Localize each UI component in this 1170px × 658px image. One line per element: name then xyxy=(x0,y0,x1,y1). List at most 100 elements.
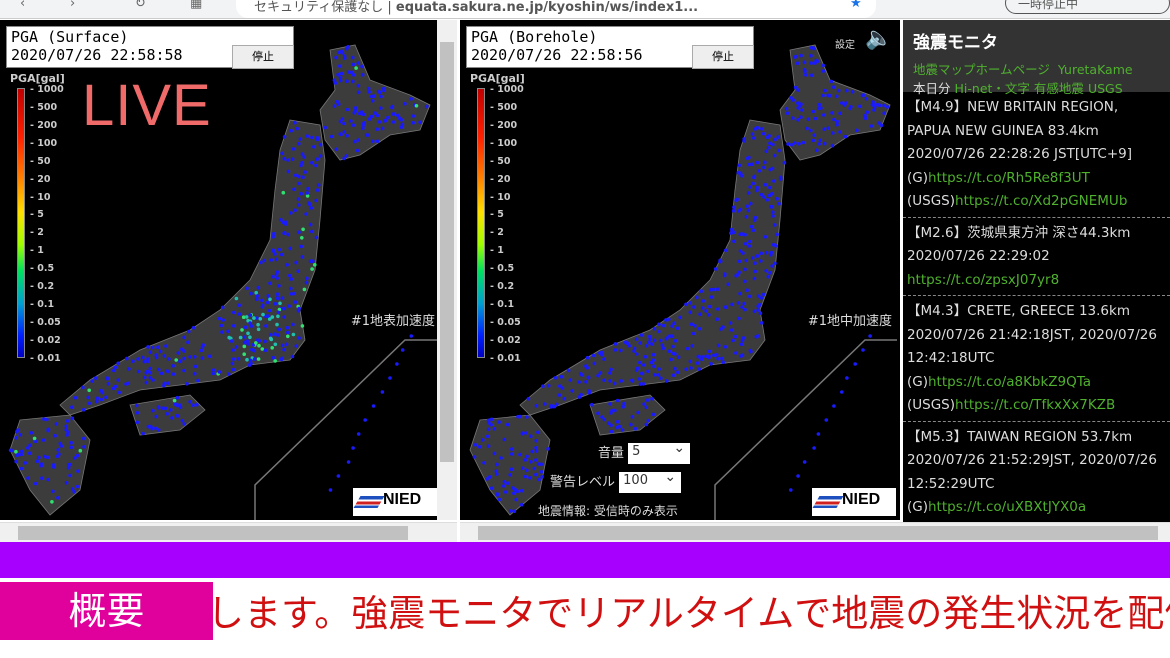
apps-icon[interactable]: ▦ xyxy=(190,0,203,11)
station-dot xyxy=(737,163,742,168)
legend-tick: - 0.02 xyxy=(30,334,61,346)
station-dot xyxy=(635,352,639,356)
station-dot xyxy=(791,98,795,102)
event-time: 2020/07/26 21:52:29JST, 2020/07/26 xyxy=(907,452,1157,468)
station-dot xyxy=(584,364,588,368)
station-dot xyxy=(757,169,761,173)
station-dot xyxy=(749,349,753,354)
station-dot xyxy=(273,301,278,306)
hinet-link[interactable]: Hi-net・文字 xyxy=(954,81,1030,96)
event-link[interactable]: https://t.co/uXBXtJYX0a xyxy=(928,499,1087,515)
station-dot xyxy=(391,120,396,124)
vertical-scrollbar[interactable] xyxy=(437,20,457,520)
station-dot xyxy=(772,153,777,158)
color-scale xyxy=(17,88,25,358)
station-dot xyxy=(270,346,275,350)
station-dot xyxy=(230,361,235,366)
event-link[interactable]: https://t.co/Rh5Re8f3UT xyxy=(928,169,1090,186)
surface-stop-button[interactable]: 停止 xyxy=(232,45,294,69)
station-dot xyxy=(746,191,751,195)
station-dot xyxy=(536,430,540,435)
scroll-thumb[interactable] xyxy=(478,526,1158,540)
horizontal-scrollbar-right[interactable] xyxy=(460,522,1170,542)
station-dot xyxy=(271,355,276,360)
station-dot xyxy=(261,303,265,308)
station-dot xyxy=(629,422,633,427)
station-dot xyxy=(175,403,180,408)
station-dot xyxy=(305,194,310,198)
event-link[interactable]: https://t.co/zpsxJ07yr8 xyxy=(907,271,1060,288)
station-dot xyxy=(697,367,701,371)
station-dot xyxy=(590,402,594,407)
event-usgs-link[interactable]: https://t.co/Xd2pGNEMUb xyxy=(955,193,1128,209)
scroll-thumb[interactable] xyxy=(18,526,408,540)
island-station-dot xyxy=(336,474,341,478)
felt-quakes-link[interactable]: 有感地震 xyxy=(1033,81,1084,96)
station-dot xyxy=(75,453,80,458)
speaker-icon[interactable]: 🔈 xyxy=(865,26,893,51)
volume-select[interactable]: 5 xyxy=(628,440,691,464)
usgs-link[interactable]: USGS xyxy=(1087,81,1123,96)
yuretakame-link[interactable]: YuretaKame xyxy=(1057,62,1133,77)
station-dot xyxy=(789,96,793,100)
station-dot xyxy=(748,185,752,189)
profile-button[interactable]: 一時停止中 xyxy=(1005,0,1170,14)
borehole-title: PGA (Borehole) xyxy=(471,28,598,46)
station-dot xyxy=(806,117,811,121)
surface-time: 2020/07/26 22:58:58 xyxy=(11,46,183,64)
station-dot xyxy=(497,420,501,424)
station-dot xyxy=(731,338,735,343)
legend-tick: - 0.05 xyxy=(490,316,521,328)
forward-icon[interactable]: › xyxy=(70,0,76,11)
station-dot xyxy=(553,376,558,380)
station-dot xyxy=(562,396,567,401)
back-icon[interactable]: ‹ xyxy=(20,0,26,11)
station-dot xyxy=(249,361,253,366)
event-usgs-link[interactable]: https://t.co/TfkxXx7KZB xyxy=(955,397,1116,413)
bookmark-star-icon[interactable]: ★ xyxy=(850,0,862,11)
station-dot xyxy=(282,156,287,161)
settings-link[interactable]: 設定 xyxy=(835,40,855,51)
legend-tick: - 200 xyxy=(490,119,518,131)
reload-icon[interactable]: ↻ xyxy=(135,0,146,11)
horizontal-scrollbar-left[interactable] xyxy=(0,522,457,542)
station-dot xyxy=(716,356,720,361)
station-dot xyxy=(758,311,763,316)
event-link[interactable]: https://t.co/a8KbkZ9QTa xyxy=(928,373,1092,390)
legend-tick: - 10 xyxy=(30,191,51,203)
station-dot xyxy=(715,317,719,322)
station-dot xyxy=(652,364,656,369)
station-dot xyxy=(297,181,301,186)
station-dot xyxy=(750,256,755,260)
station-dot xyxy=(672,321,676,326)
legend-tick: - 50 xyxy=(490,155,511,167)
station-dot xyxy=(40,476,44,481)
station-dot xyxy=(289,277,294,281)
borehole-stop-button[interactable]: 停止 xyxy=(692,45,754,69)
station-dot xyxy=(313,263,317,267)
station-dot xyxy=(314,235,319,240)
station-dot xyxy=(801,140,806,145)
station-dot xyxy=(740,305,744,309)
scroll-thumb[interactable] xyxy=(440,42,454,462)
station-dot xyxy=(178,405,183,410)
station-dot xyxy=(834,94,839,99)
station-dot xyxy=(191,403,195,408)
station-dot xyxy=(786,142,790,146)
station-dot xyxy=(66,430,70,435)
station-dot xyxy=(182,356,186,361)
station-dot xyxy=(293,208,297,212)
legend-tick: - 20 xyxy=(490,173,511,185)
station-dot xyxy=(568,378,573,382)
address-bar[interactable]: セキュリティ保護なし | equata.sakura.ne.jp/kyoshin… xyxy=(236,0,876,18)
station-dot xyxy=(243,325,248,330)
warning-level-select[interactable]: 100 xyxy=(619,469,682,493)
station-dot xyxy=(289,211,293,215)
station-dot xyxy=(633,426,638,431)
station-dot xyxy=(845,88,849,93)
station-dot xyxy=(188,400,192,404)
station-dot xyxy=(14,449,18,454)
map-homepage-link[interactable]: 地震マップホームページ xyxy=(913,62,1050,77)
station-dot xyxy=(361,112,366,117)
station-dot xyxy=(113,365,118,370)
